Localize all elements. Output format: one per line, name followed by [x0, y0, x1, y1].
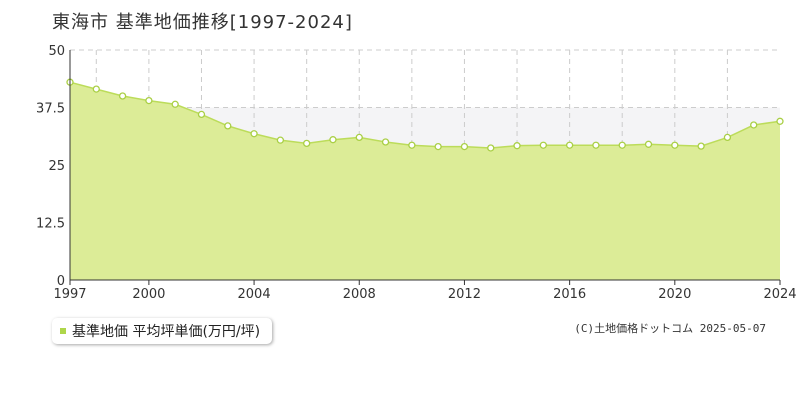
- axes: [69, 50, 781, 285]
- x-tick-label: 2012: [448, 287, 481, 300]
- data-point: [592, 141, 600, 149]
- data-point: [381, 138, 390, 146]
- x-tick-label: 2008: [343, 287, 376, 300]
- plot-top-band: [70, 50, 780, 108]
- data-point: [118, 92, 127, 100]
- legend-swatch: [60, 328, 66, 334]
- chart-title: 東海市 基準地価推移[1997-2024]: [52, 12, 353, 33]
- data-point: [329, 136, 337, 144]
- data-point: [750, 121, 758, 129]
- data-point: [355, 133, 363, 142]
- y-tick-label: 12.5: [36, 217, 65, 232]
- y-tick-labels: 0 12.5 25 37.5 50: [36, 44, 65, 289]
- chart-area: 0 12.5 25 37.5 50 1997 2000 2004 2008 2012 2016 20…: [36, 44, 797, 300]
- data-point: [539, 141, 547, 149]
- data-point: [697, 142, 705, 150]
- data-point: [408, 141, 416, 149]
- legend: 基準地価 平均坪単価(万円/坪): [52, 318, 273, 344]
- legend-label: 基準地価 平均坪単価(万円/坪): [72, 324, 261, 340]
- x-tick-label: 2004: [238, 287, 271, 300]
- data-point: [171, 100, 179, 108]
- data-point: [145, 96, 153, 105]
- x-tick-label: 2024: [763, 287, 796, 300]
- data-point: [276, 136, 285, 144]
- x-tick-label: 1997: [53, 287, 86, 300]
- data-point: [513, 142, 521, 150]
- data-point: [434, 142, 442, 151]
- series-line: [69, 81, 781, 149]
- series-area: [70, 82, 780, 280]
- x-tick-label: 2016: [553, 287, 586, 300]
- y-tick-label: 50: [48, 44, 65, 59]
- y-tick-label: 0: [57, 274, 65, 289]
- data-point: [460, 142, 469, 151]
- x-tick-label: 2000: [132, 287, 165, 300]
- data-point: [250, 130, 258, 138]
- data-point: [618, 141, 626, 149]
- data-point: [644, 140, 653, 148]
- data-point: [92, 85, 100, 93]
- data-point: [487, 144, 495, 152]
- credit-text: (C)土地価格ドットコム 2025-05-07: [574, 322, 766, 335]
- data-point: [224, 122, 232, 130]
- data-point: [671, 141, 679, 149]
- y-tick-label: 25: [48, 159, 65, 174]
- x-tick-label: 2020: [658, 287, 691, 300]
- y-tick-label: 37.5: [36, 102, 65, 117]
- x-tick-labels: 1997 2000 2004 2008 2012 2016 2020 2024: [53, 287, 796, 300]
- data-point: [565, 141, 574, 149]
- data-point: [723, 133, 732, 142]
- data-point: [776, 117, 784, 125]
- data-point: [303, 139, 311, 148]
- data-points: [66, 78, 784, 152]
- data-area: [69, 81, 781, 280]
- data-point: [197, 110, 206, 119]
